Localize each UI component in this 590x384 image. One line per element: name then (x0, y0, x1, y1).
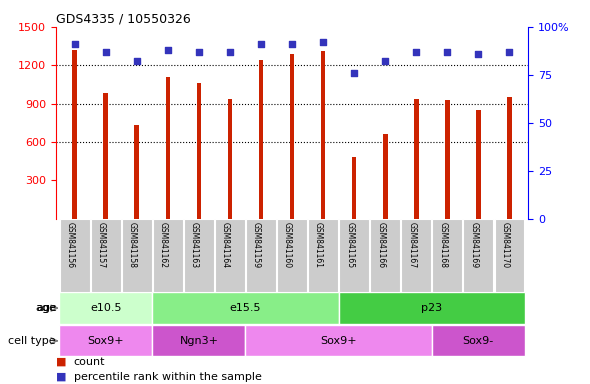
Text: GSM841168: GSM841168 (438, 222, 447, 268)
Bar (476, 110, 481, 219)
Text: GSM841167: GSM841167 (407, 222, 417, 268)
Text: ■: ■ (56, 357, 67, 367)
Text: GSM841170: GSM841170 (500, 222, 509, 268)
Bar (339, 219, 369, 292)
Point (504, 49, 514, 55)
Text: p23: p23 (421, 303, 442, 313)
Text: GSM841156: GSM841156 (65, 222, 75, 268)
Text: count: count (74, 357, 105, 367)
Bar (383, 134, 388, 219)
Text: GSM841169: GSM841169 (470, 222, 478, 268)
Point (194, 49, 204, 55)
Bar (414, 99, 418, 219)
Text: GDS4335 / 10550326: GDS4335 / 10550326 (56, 13, 191, 26)
Bar (184, 219, 214, 292)
Text: cell type: cell type (8, 336, 56, 346)
Bar (308, 219, 338, 292)
Point (412, 49, 421, 55)
Text: age: age (35, 303, 56, 313)
Bar (103, 93, 108, 219)
Text: GSM841165: GSM841165 (345, 222, 354, 268)
Point (381, 58, 390, 65)
Text: GSM841161: GSM841161 (314, 222, 323, 268)
Text: e10.5: e10.5 (90, 303, 122, 313)
Point (132, 58, 142, 65)
Bar (122, 219, 152, 292)
Bar (258, 60, 263, 219)
Bar (59, 325, 152, 356)
Bar (445, 100, 450, 219)
Point (225, 49, 235, 55)
Bar (215, 219, 245, 292)
Bar (135, 126, 139, 219)
Bar (371, 219, 400, 292)
Text: GSM841162: GSM841162 (159, 222, 168, 268)
Point (101, 49, 110, 55)
Text: GSM841157: GSM841157 (97, 222, 106, 268)
Bar (60, 219, 90, 292)
Text: e15.5: e15.5 (230, 303, 261, 313)
Bar (59, 293, 152, 324)
Text: Sox9-: Sox9- (463, 336, 494, 346)
Bar (507, 97, 512, 219)
Text: GSM841159: GSM841159 (252, 222, 261, 268)
Bar (321, 51, 326, 219)
Bar (153, 219, 183, 292)
Text: GSM841164: GSM841164 (221, 222, 230, 268)
Bar (152, 325, 245, 356)
Bar (432, 325, 525, 356)
Bar (277, 219, 307, 292)
Bar (246, 219, 276, 292)
Bar (494, 219, 525, 292)
Bar (166, 77, 170, 219)
Text: GSM841166: GSM841166 (376, 222, 385, 268)
Text: percentile rank within the sample: percentile rank within the sample (74, 372, 261, 382)
Bar (73, 50, 77, 219)
Bar (339, 293, 525, 324)
Bar (464, 219, 493, 292)
Bar (245, 325, 432, 356)
Point (349, 70, 359, 76)
Text: Ngn3+: Ngn3+ (179, 336, 218, 346)
Text: GSM841160: GSM841160 (283, 222, 292, 268)
Bar (432, 219, 462, 292)
Point (319, 39, 328, 45)
Bar (228, 99, 232, 219)
Text: ■: ■ (56, 372, 67, 382)
Text: GSM841158: GSM841158 (128, 222, 137, 268)
Point (287, 41, 297, 47)
Bar (290, 54, 294, 219)
Bar (401, 219, 431, 292)
Point (163, 47, 172, 53)
Point (474, 51, 483, 57)
Bar (352, 157, 356, 219)
Point (442, 49, 452, 55)
Bar (196, 83, 201, 219)
Text: GSM841163: GSM841163 (190, 222, 199, 268)
Bar (91, 219, 120, 292)
Bar (152, 293, 339, 324)
Text: Sox9+: Sox9+ (87, 336, 124, 346)
Point (70, 41, 80, 47)
Text: age: age (37, 303, 58, 313)
Text: Sox9+: Sox9+ (320, 336, 357, 346)
Point (256, 41, 266, 47)
